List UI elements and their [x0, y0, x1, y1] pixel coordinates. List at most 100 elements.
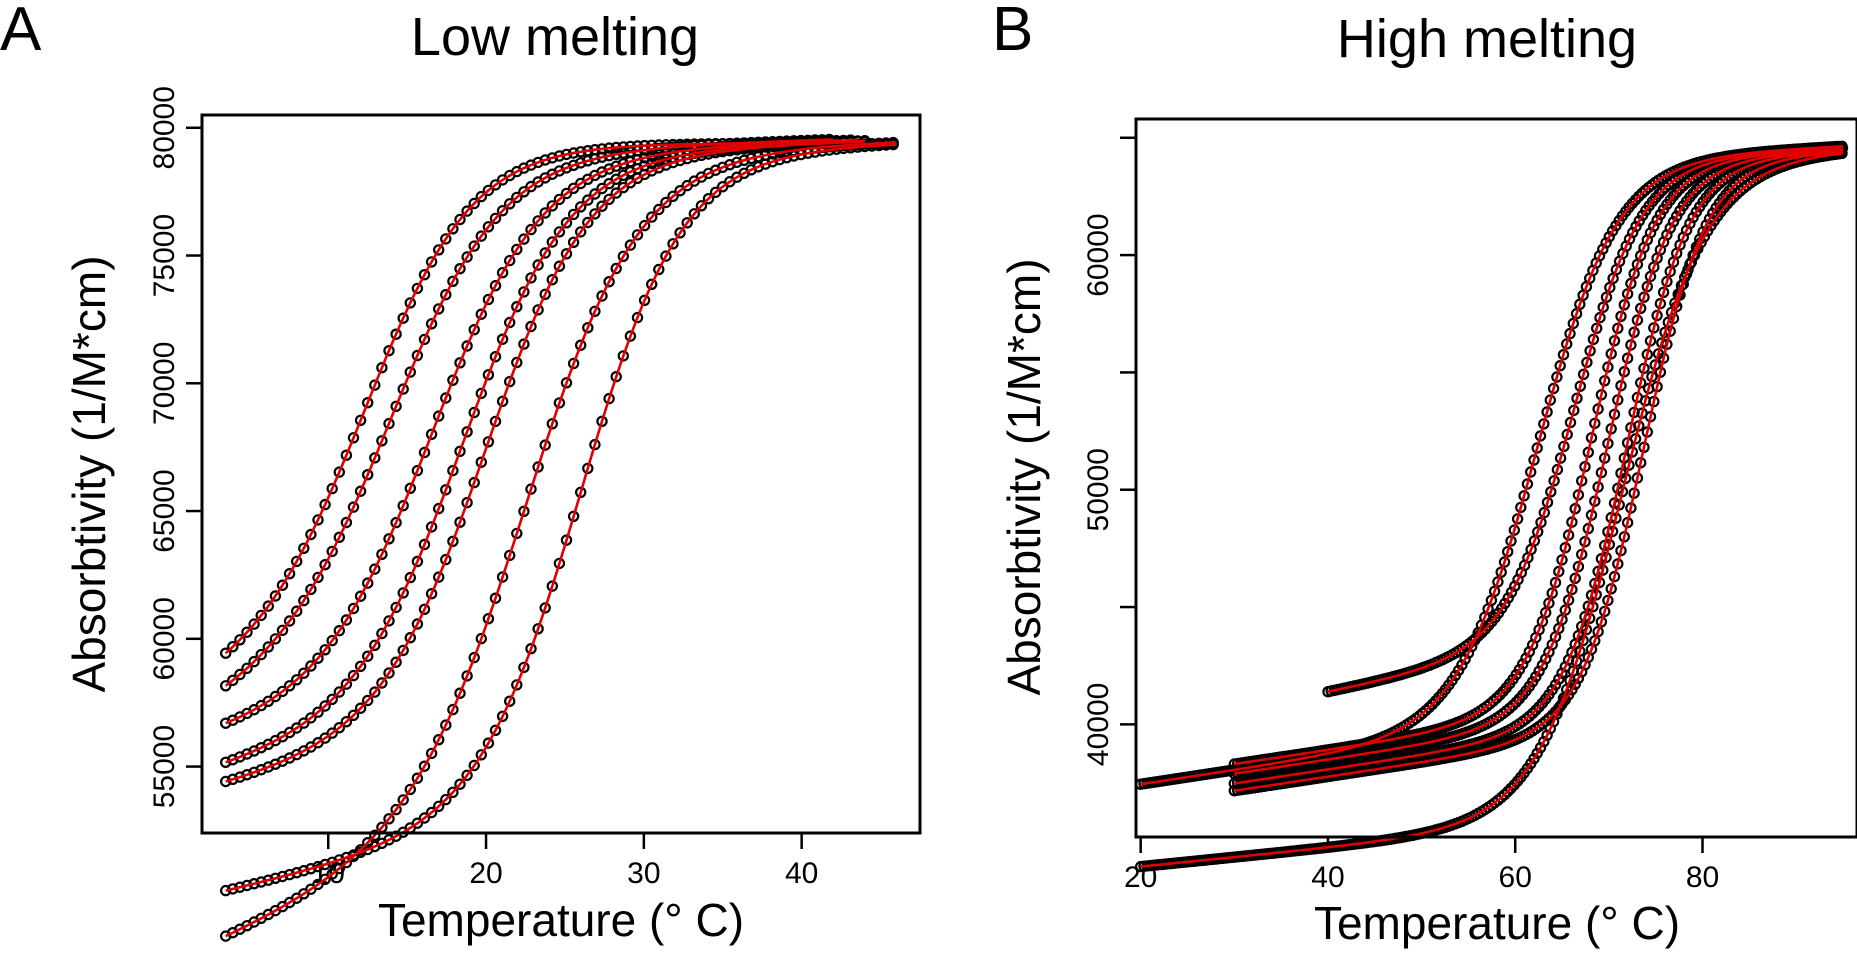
panel-a-title: Low melting: [411, 7, 699, 67]
data-point: [383, 615, 395, 627]
data-point: [433, 734, 445, 746]
data-point: [219, 647, 232, 659]
data-point: [582, 194, 594, 206]
data-point: [1543, 597, 1555, 609]
data-point: [269, 633, 282, 645]
data-point: [539, 247, 551, 259]
data-point: [610, 187, 622, 199]
data-point: [1498, 556, 1511, 568]
data-point: [511, 356, 523, 369]
x-tick-label-a-3: 40: [785, 857, 818, 890]
data-point: [362, 694, 374, 707]
data-point: [667, 238, 679, 250]
data-point: [1664, 265, 1676, 278]
data-point: [326, 482, 338, 495]
data-point: [532, 461, 544, 473]
data-point: [1564, 674, 1576, 687]
data-point: [610, 262, 622, 275]
data-point: [1590, 322, 1603, 334]
data-point: [291, 605, 303, 617]
data-point: [454, 516, 466, 528]
data-point: [567, 159, 580, 171]
data-point: [305, 583, 317, 596]
data-point: [440, 484, 452, 496]
data-point: [1541, 496, 1554, 509]
panel-b-title: High melting: [1337, 9, 1637, 69]
series-a-5-points: [219, 136, 899, 942]
fit-curve-b-6: [1140, 152, 1844, 868]
series-b-5-points: [1228, 146, 1847, 797]
data-point: [539, 439, 551, 451]
data-point: [1516, 658, 1529, 670]
data-point: [1501, 785, 1514, 798]
data-point: [291, 674, 303, 686]
data-point: [1456, 659, 1468, 671]
data-point: [489, 724, 502, 737]
data-point: [376, 362, 388, 374]
data-point: [575, 157, 587, 169]
data-point: [319, 858, 331, 871]
data-point: [390, 656, 402, 668]
data-point: [482, 613, 495, 625]
data-point: [298, 542, 310, 555]
data-point: [440, 289, 452, 301]
data-point: [305, 660, 317, 672]
data-point: [404, 482, 416, 494]
data-point: [546, 580, 559, 592]
data-point: [1621, 288, 1634, 300]
data-point: [1567, 317, 1580, 330]
data-point: [504, 198, 516, 210]
data-point: [539, 154, 551, 166]
data-point: [369, 452, 381, 464]
data-point: [369, 639, 381, 652]
data-point: [638, 294, 651, 306]
data-point: [418, 538, 431, 551]
data-point: [390, 400, 402, 412]
data-point: [461, 251, 473, 263]
data-point: [525, 483, 537, 495]
data-point: [603, 276, 615, 288]
data-point: [624, 239, 637, 251]
data-point: [219, 680, 232, 692]
data-point: [397, 794, 409, 806]
data-point: [567, 357, 580, 370]
data-point: [326, 727, 338, 739]
data-point: [468, 651, 480, 664]
data-point: [461, 340, 473, 352]
data-point: [433, 303, 445, 315]
data-point: [1625, 277, 1637, 290]
data-point: [1531, 747, 1543, 760]
data-point: [219, 775, 232, 788]
data-point: [1684, 217, 1696, 230]
data-point: [411, 618, 424, 630]
data-point: [433, 800, 445, 813]
data-point: [567, 236, 580, 248]
data-point: [362, 650, 374, 662]
x-axis-label-a: Temperature (° C): [378, 894, 744, 946]
data-point: [234, 771, 246, 783]
fit-curve-b-0: [1140, 144, 1844, 786]
data-point: [425, 521, 438, 533]
data-point: [518, 505, 530, 517]
data-point: [1559, 604, 1572, 616]
data-point: [1553, 673, 1565, 685]
data-point: [489, 415, 502, 428]
data-point: [1595, 616, 1608, 628]
x-axis-label-b: Temperature (° C): [1314, 897, 1680, 949]
data-point: [248, 655, 260, 668]
data-point: [283, 615, 296, 627]
data-points-a: [219, 133, 899, 942]
data-point: [433, 410, 445, 422]
y-axis-label-a: Absorbtivity (1/M*cm): [63, 255, 115, 692]
data-point: [369, 379, 381, 391]
data-point: [546, 274, 559, 286]
y-tick-label-b-4: 60000: [1082, 213, 1115, 296]
data-point: [496, 267, 509, 279]
data-point: [461, 205, 473, 217]
data-point: [262, 600, 274, 612]
data-point: [596, 200, 608, 212]
data-point: [447, 275, 459, 287]
data-point: [525, 223, 537, 236]
data-point: [511, 527, 523, 540]
data-point: [638, 219, 651, 232]
